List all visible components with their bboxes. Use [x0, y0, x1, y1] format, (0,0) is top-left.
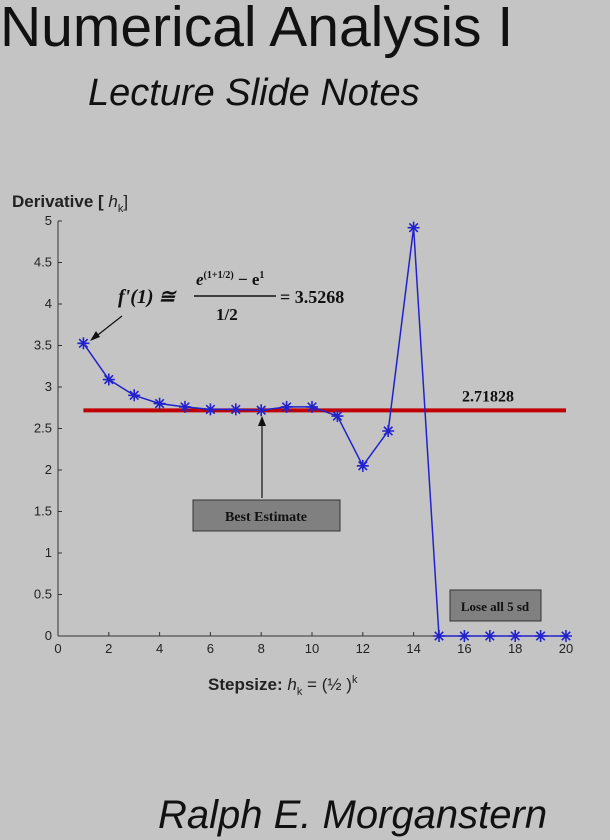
marker [204, 403, 217, 416]
marker [128, 389, 141, 402]
marker [433, 630, 445, 642]
marker [306, 400, 318, 413]
x-tick-label: 4 [156, 641, 163, 656]
y-tick-label: 2 [45, 462, 52, 477]
y-tick-label: 1 [45, 545, 52, 560]
x-tick-label: 16 [457, 641, 471, 656]
annotation: Best Estimate [225, 510, 307, 525]
x-tick-label: 0 [54, 641, 61, 656]
marker [483, 630, 496, 642]
formula-rhs: = 3.5268 [280, 287, 344, 307]
marker [407, 221, 420, 234]
x-tick-label: 14 [406, 641, 420, 656]
y-tick-label: 3 [45, 379, 52, 394]
y-tick-label: 0.5 [34, 587, 52, 602]
y-tick-label: 0 [45, 628, 52, 643]
marker [560, 630, 572, 642]
marker [153, 397, 166, 410]
marker [255, 404, 268, 417]
marker [102, 373, 115, 386]
subtitle: Lecture Slide Notes [88, 72, 420, 114]
formula-numerator: e(1+1/2) − e1 [196, 270, 264, 289]
arrow-head [258, 416, 266, 426]
x-axis-label: Stepsize: hk = (½ )k [208, 674, 358, 698]
arrow-head [90, 331, 100, 341]
y-tick-label: 1.5 [34, 504, 52, 519]
y-tick-label: 5 [45, 213, 52, 228]
x-tick-label: 2 [105, 641, 112, 656]
x-tick-label: 8 [258, 641, 265, 656]
marker [458, 630, 471, 642]
y-tick-label: 4 [45, 296, 52, 311]
x-tick-label: 12 [356, 641, 370, 656]
y-tick-label: 2.5 [34, 421, 52, 436]
reference-label: 2.71828 [462, 388, 514, 405]
title: Numerical Analysis I [0, 0, 513, 59]
y-tick-label: 3.5 [34, 338, 52, 353]
marker [509, 630, 522, 642]
annotation-box [192, 499, 341, 532]
x-tick-label: 10 [305, 641, 319, 656]
x-tick-label: 20 [559, 641, 573, 656]
marker [179, 400, 191, 413]
author: Ralph E. Morganstern [158, 793, 547, 837]
marker [229, 403, 242, 416]
marker [534, 630, 547, 642]
annotation: Lose all 5 sd [461, 599, 530, 614]
marker [331, 410, 344, 423]
formula-denominator: 1/2 [216, 305, 238, 324]
x-tick-label: 6 [207, 641, 214, 656]
marker [356, 459, 369, 472]
formula: f'(1) ≅ e(1+1/2) − e1 1/2 = 3.5268 [118, 270, 344, 324]
arrow [93, 315, 123, 339]
x-tick-label: 18 [508, 641, 522, 656]
y-tick-label: 4.5 [34, 255, 52, 270]
annotation-box [449, 589, 542, 622]
marker [77, 337, 90, 350]
y-axis-label: Derivative [ hk] [12, 192, 128, 215]
formula-lhs: f'(1) ≅ [118, 286, 178, 308]
marker [382, 424, 395, 437]
marker [280, 400, 293, 413]
